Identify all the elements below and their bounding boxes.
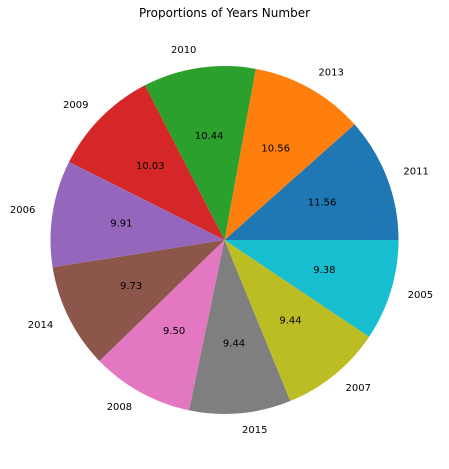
slice-value-label-2007: 9.44 xyxy=(279,315,301,326)
slice-category-label-2009: 2009 xyxy=(63,100,88,111)
slice-value-label-2013: 10.56 xyxy=(261,144,290,155)
slice-category-label-2011: 2011 xyxy=(403,167,428,178)
pie-slice-2006 xyxy=(50,161,225,268)
pie-slice-2008 xyxy=(99,240,225,411)
pie-slice-2011 xyxy=(224,124,399,240)
slice-value-label-2005: 9.38 xyxy=(313,265,335,276)
slice-category-label-2005: 2005 xyxy=(408,290,433,301)
slice-value-label-2014: 9.73 xyxy=(120,281,142,292)
slice-value-label-2011: 11.56 xyxy=(308,197,337,208)
slice-category-label-2015: 2015 xyxy=(242,425,267,436)
slice-category-label-2008: 2008 xyxy=(107,402,132,413)
slice-category-label-2007: 2007 xyxy=(346,383,371,394)
slice-value-label-2010: 10.44 xyxy=(195,131,224,142)
chart-title: Proportions of Years Number xyxy=(139,6,310,20)
slice-category-label-2006: 2006 xyxy=(10,205,35,216)
slice-value-label-2008: 9.50 xyxy=(163,326,185,337)
pie-slice-2010 xyxy=(144,66,256,241)
category-labels: 2011 2013 2010 2009 2006 2014 2008 2015 2007 2005 xyxy=(10,45,433,436)
pie-slices xyxy=(50,66,399,415)
pie-slice-2014 xyxy=(52,240,225,361)
pie-slice-2005 xyxy=(224,240,399,337)
pie-slice-2013 xyxy=(224,68,355,240)
pie-slice-2015 xyxy=(189,240,291,415)
pie-slice-2009 xyxy=(68,85,225,240)
slice-category-label-2010: 2010 xyxy=(171,45,196,56)
slice-category-label-2014: 2014 xyxy=(28,320,53,331)
slice-value-label-2015: 9.44 xyxy=(223,338,245,349)
pie-slice-2007 xyxy=(224,240,370,402)
slice-category-label-2013: 2013 xyxy=(318,68,343,79)
slice-value-label-2006: 9.91 xyxy=(110,218,132,229)
percentage-labels: 11.56 10.56 10.44 10.03 9.91 9.73 9.50 9.44 9.44… xyxy=(110,131,336,349)
slice-value-label-2009: 10.03 xyxy=(136,161,165,172)
